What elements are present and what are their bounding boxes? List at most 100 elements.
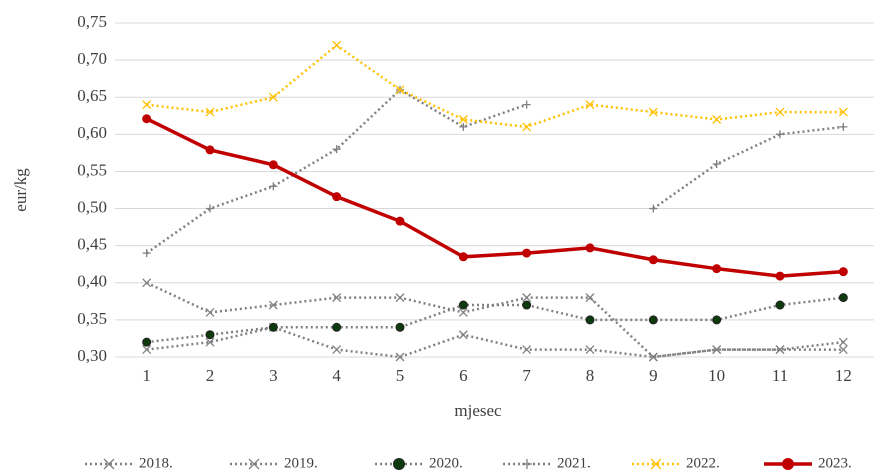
point xyxy=(332,192,342,202)
point xyxy=(522,122,532,132)
y-tick-label: 0,55 xyxy=(77,160,107,179)
y-tick-label: 0,45 xyxy=(77,235,107,254)
x-tick-label: 1 xyxy=(142,366,151,385)
point xyxy=(776,130,784,139)
point xyxy=(712,264,722,274)
x-tick-label: 4 xyxy=(332,366,341,385)
y-tick-label: 0,30 xyxy=(77,346,107,365)
point xyxy=(205,145,215,155)
legend-label: 2021. xyxy=(557,455,591,471)
point xyxy=(522,248,532,258)
point xyxy=(248,458,260,470)
point xyxy=(458,115,468,124)
point xyxy=(775,107,785,117)
y-tick-label: 0,60 xyxy=(77,123,107,142)
point xyxy=(458,308,468,317)
point xyxy=(522,293,532,303)
legend-label: 2018. xyxy=(139,455,173,471)
x-tick-label: 8 xyxy=(586,366,595,385)
series-line xyxy=(146,326,844,359)
point xyxy=(395,85,405,95)
point xyxy=(332,145,341,154)
point xyxy=(585,243,595,253)
series-line xyxy=(145,117,844,278)
point xyxy=(648,352,658,362)
legend-label: 2020. xyxy=(429,455,463,471)
point xyxy=(775,300,785,310)
point xyxy=(103,458,115,470)
point xyxy=(650,458,662,470)
point xyxy=(585,293,595,303)
point xyxy=(332,293,342,303)
point xyxy=(775,345,785,355)
point xyxy=(268,322,278,332)
point xyxy=(712,315,722,325)
point xyxy=(585,345,595,355)
point xyxy=(142,337,152,347)
point xyxy=(268,300,278,310)
point xyxy=(395,293,405,303)
point xyxy=(838,345,848,355)
point xyxy=(142,345,152,355)
point xyxy=(838,267,848,277)
point xyxy=(838,337,848,347)
point xyxy=(522,459,532,469)
point xyxy=(648,315,658,325)
point xyxy=(458,300,468,310)
x-tick-label: 3 xyxy=(269,366,278,385)
series-line xyxy=(146,43,844,129)
point xyxy=(522,345,532,355)
series-line xyxy=(146,281,844,359)
point xyxy=(838,107,848,117)
y-tick-label: 0,75 xyxy=(77,12,107,31)
series-line xyxy=(146,296,844,344)
point xyxy=(206,204,214,213)
point xyxy=(269,182,278,191)
point xyxy=(332,345,342,355)
point xyxy=(458,330,468,340)
point xyxy=(142,249,151,258)
point xyxy=(458,252,468,262)
point xyxy=(393,458,405,470)
x-axis-label: mjesec xyxy=(454,401,502,420)
point xyxy=(522,100,531,109)
y-tick-label: 0,50 xyxy=(77,197,107,216)
x-tick-label: 7 xyxy=(522,366,531,385)
y-tick-label: 0,40 xyxy=(77,272,107,291)
point xyxy=(205,337,215,347)
point xyxy=(459,122,468,131)
point xyxy=(142,100,152,110)
x-tick-label: 9 xyxy=(649,366,658,385)
y-tick-label: 0,65 xyxy=(77,86,107,105)
x-tick-label: 11 xyxy=(772,366,788,385)
point xyxy=(775,271,785,281)
point xyxy=(395,216,405,226)
point xyxy=(205,308,215,317)
point xyxy=(142,278,152,288)
point xyxy=(838,293,848,303)
point xyxy=(205,330,215,340)
point xyxy=(585,100,595,110)
point xyxy=(268,92,278,102)
legend-label: 2022. xyxy=(686,455,720,471)
point xyxy=(648,255,658,265)
x-tick-label: 5 xyxy=(396,366,405,385)
y-tick-label: 0,70 xyxy=(77,49,107,68)
point xyxy=(205,107,215,117)
point xyxy=(712,345,722,355)
point xyxy=(712,160,721,169)
y-axis-label: eur/kg xyxy=(11,168,30,212)
point xyxy=(142,114,152,124)
point xyxy=(839,122,848,131)
x-tick-label: 6 xyxy=(459,366,468,385)
legend-label: 2023. xyxy=(818,455,852,471)
y-tick-label: 0,35 xyxy=(77,309,107,328)
point xyxy=(395,352,405,362)
point xyxy=(332,40,342,50)
point xyxy=(268,160,278,170)
x-tick-label: 2 xyxy=(206,366,215,385)
legend-label: 2019. xyxy=(284,455,318,471)
point xyxy=(649,204,658,213)
point xyxy=(332,322,342,332)
